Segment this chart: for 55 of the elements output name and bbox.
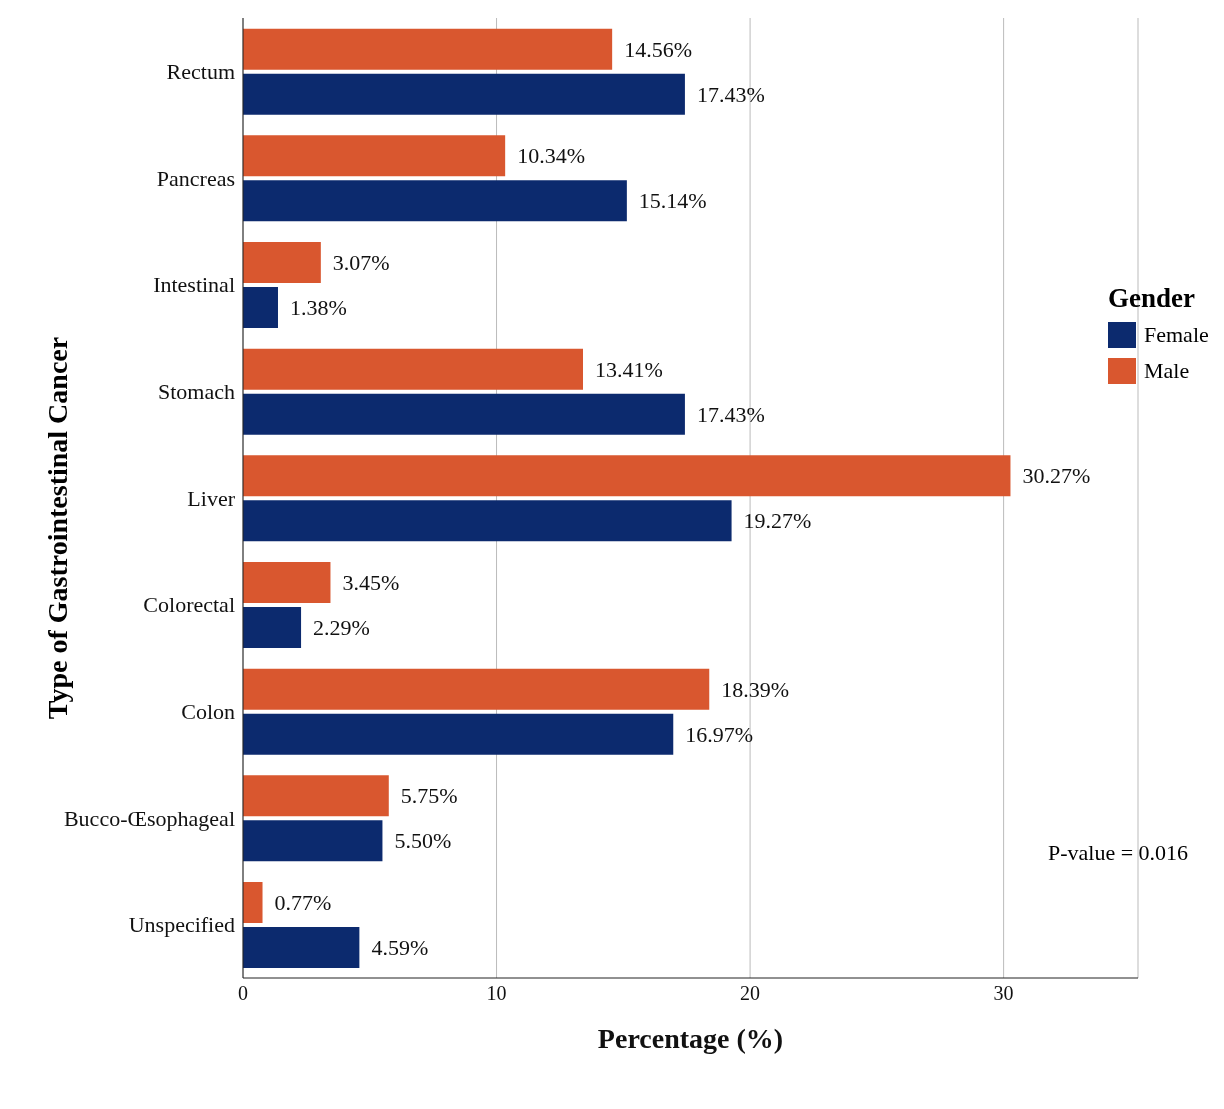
y-tick-label: Intestinal [153,272,235,298]
y-tick-label: Stomach [158,379,235,405]
bar [243,882,263,923]
y-tick-label: Bucco-Œsophageal [63,805,235,831]
x-axis-title: Percentage (%) [597,1023,784,1054]
bar [243,607,302,648]
bar [243,393,685,435]
bar [243,180,627,222]
bar [243,562,331,603]
data-label: 1.38% [289,295,347,320]
data-label: 16.97% [685,721,754,747]
data-label: 14.56% [624,36,692,62]
data-label: 18.39% [721,676,790,702]
bar [243,455,1011,497]
annotation: P-value = 0.016 [1048,840,1189,866]
data-label: 3.45% [342,570,400,595]
bar [243,500,732,542]
data-label: 4.59% [371,935,429,960]
bar [243,820,383,862]
data-label: 3.07% [332,250,390,275]
bar [243,135,506,177]
y-tick-label: Unspecified [128,912,235,938]
data-label: 17.43% [696,81,765,107]
bar [243,775,389,817]
data-label: 2.29% [313,615,370,640]
bar [243,668,710,710]
bar [243,287,278,328]
x-tick-label: 0 [238,982,248,1005]
y-axis-title: Type of Gastrointestinal Cancer [42,336,74,720]
bar [243,348,583,390]
y-tick-label: Rectum [166,59,235,85]
data-label: 10.34% [517,143,585,169]
data-label: 0.77% [274,890,332,915]
bar [243,713,674,755]
x-tick-label: 30 [993,982,1014,1005]
bar [243,927,360,968]
y-tick-label: Colon [181,699,235,725]
bar [243,73,685,115]
legend-title: Gender [1108,283,1196,314]
data-label: 5.75% [400,783,458,809]
x-tick-label: 20 [740,982,761,1005]
bar [243,28,613,70]
y-tick-label: Liver [187,485,236,511]
y-tick-label: Pancreas [156,165,235,191]
bar [243,242,321,283]
data-label: 17.43% [696,401,765,427]
data-label: 15.14% [638,188,707,214]
data-label: 13.41% [595,356,663,382]
y-tick-label: Colorectal [143,592,235,618]
data-label: 30.27% [1022,463,1091,489]
x-tick-label: 10 [486,982,507,1005]
data-label: 19.27% [743,508,812,534]
legend-label: Male [1144,358,1190,384]
data-label: 5.50% [394,828,452,854]
legend-label: Female [1144,322,1209,348]
